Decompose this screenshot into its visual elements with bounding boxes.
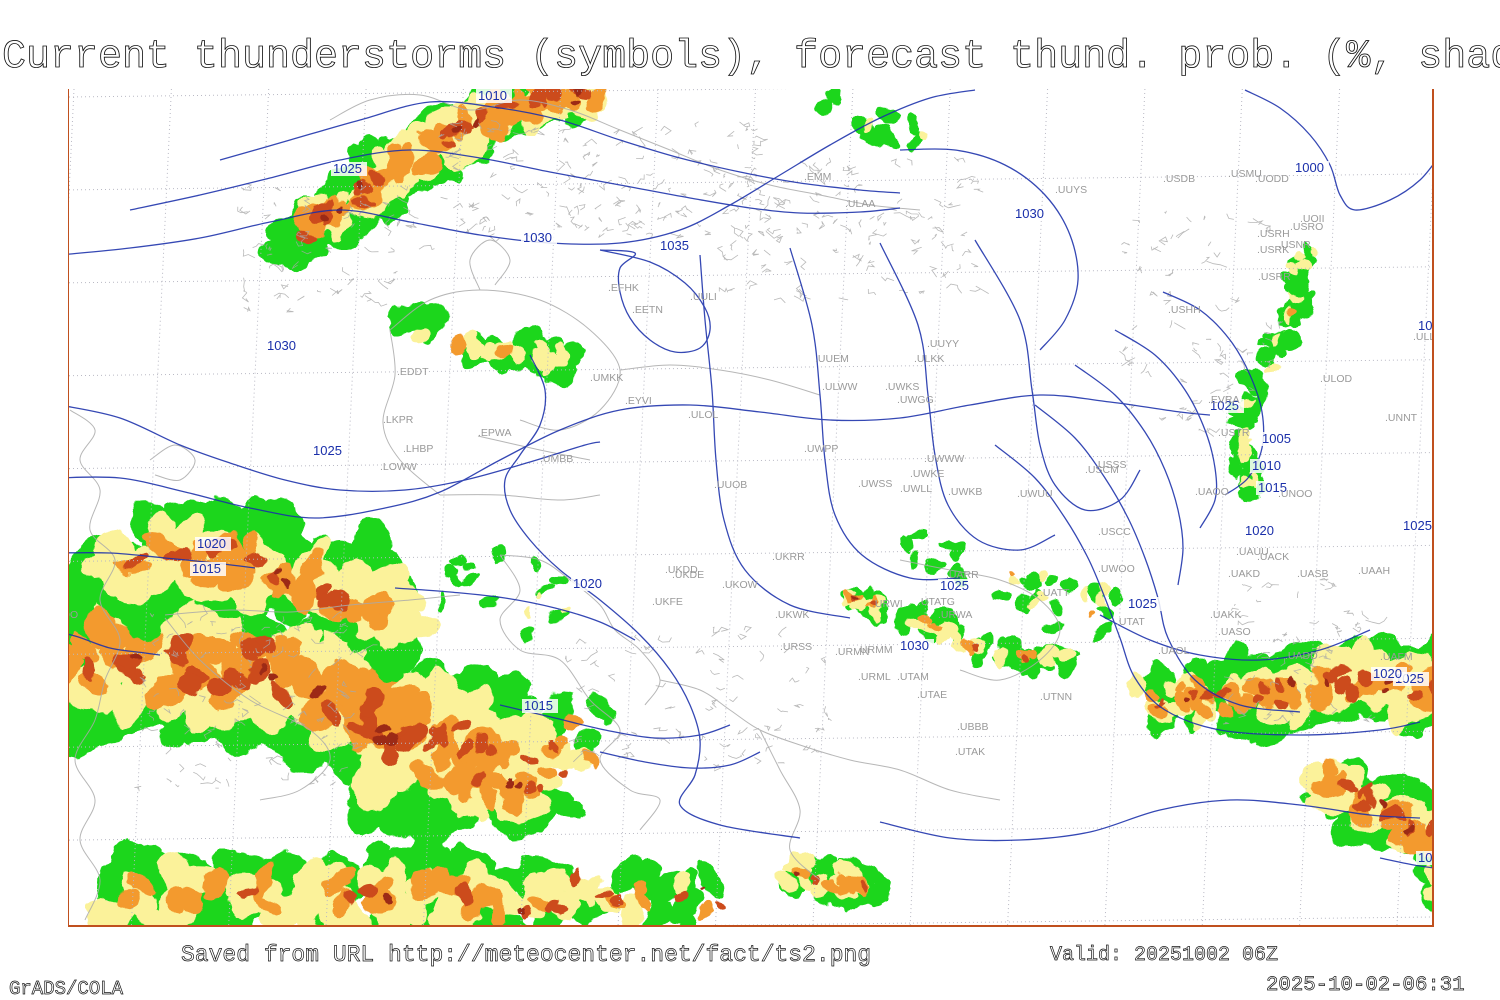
svg-text:.UWPP: .UWPP [804,443,838,455]
svg-text:.UWGG: .UWGG [897,394,934,406]
svg-text:.URMN: .URMN [835,646,869,658]
svg-text:1025: 1025 [333,161,362,176]
svg-text:.UWKB: .UWKB [948,486,982,498]
svg-text:.UWKS: .UWKS [885,381,919,393]
svg-text:1020: 1020 [573,576,602,591]
svg-text:.USCC: .USCC [1098,526,1131,538]
svg-text:1020: 1020 [1245,523,1274,538]
svg-text:.LOWW: .LOWW [380,461,417,473]
svg-text:.UARR: .UARR [946,569,979,581]
svg-text:.ULWW: .ULWW [822,381,857,393]
svg-text:.UTAK: .UTAK [955,746,985,758]
svg-text:.UWUU: .UWUU [1017,488,1053,500]
svg-text:1020: 1020 [197,536,226,551]
svg-text:.URML: .URML [858,671,891,683]
svg-text:1015: 1015 [1418,850,1432,865]
svg-text:.EMM: .EMM [804,171,831,183]
svg-text:.UWLL: .UWLL [900,483,932,495]
svg-text:1025: 1025 [1128,596,1157,611]
svg-text:1030: 1030 [1015,206,1044,221]
svg-text:.UTNN: .UTNN [1040,691,1072,703]
svg-text:.USCM: .USCM [1085,464,1119,476]
svg-text:.EVRA: .EVRA [1208,394,1240,406]
svg-text:.EFHK: .EFHK [608,282,639,294]
svg-text:.UULI: .UULI [690,291,717,303]
svg-text:.UASO: .UASO [1218,626,1251,638]
svg-text:.UAKK: .UAKK [1210,609,1242,621]
svg-text:.UUYY: .UUYY [927,338,959,350]
svg-text:.UADD: .UADD [1285,650,1318,662]
svg-text:.UAAH: .UAAH [1358,565,1390,577]
svg-text:.USHH: .USHH [1168,304,1201,316]
svg-text:.UKDD: .UKDD [665,564,698,576]
svg-text:.UMBB: .UMBB [540,453,573,465]
svg-text:.EETN: .EETN [632,304,663,316]
svg-text:.UNOO: .UNOO [1278,488,1312,500]
svg-text:.LKPR: .LKPR [383,414,414,426]
svg-text:.UWSS: .UWSS [858,478,892,490]
svg-text:.ULAA: .ULAA [845,198,875,210]
svg-text:.UATT: .UATT [1040,587,1070,599]
svg-text:.USNR: .USNR [1278,239,1311,251]
svg-text:.UODD: .UODD [1255,173,1289,185]
svg-text:.UAKD: .UAKD [1228,568,1261,580]
svg-text:1015: 1015 [524,698,553,713]
svg-text:.ULOD: .ULOD [1320,373,1353,385]
svg-text:.USRH: .USRH [1257,228,1290,240]
svg-text:1020: 1020 [1373,666,1402,681]
svg-text:.UKFE: .UKFE [652,596,683,608]
svg-text:1015: 1015 [192,561,221,576]
svg-text:.UBBB: .UBBB [957,721,989,733]
svg-text:.UAOL: .UAOL [1158,645,1190,657]
svg-text:1030: 1030 [267,338,296,353]
svg-text:.UUEM: .UUEM [815,353,849,365]
svg-text:.UWWW: .UWWW [924,453,964,465]
svg-text:1025: 1025 [1403,518,1432,533]
svg-text:.UWOO: .UWOO [1098,563,1135,575]
svg-text:.USRR: .USRR [1258,271,1291,283]
svg-text:.URSS: .URSS [780,641,812,653]
svg-text:.ULLI: .ULLI [1413,331,1432,343]
svg-text:.UTAE: .UTAE [917,689,947,701]
svg-text:.UTATG: .UTATG [918,596,955,608]
svg-text:.ULKK: .ULKK [914,353,944,365]
svg-text:.UTAM: .UTAM [897,671,929,683]
svg-text:.UUOB: .UUOB [714,479,747,491]
svg-text:.UKWK: .UKWK [775,609,809,621]
svg-text:1010: 1010 [1252,458,1281,473]
svg-text:.EDDT: .EDDT [397,366,429,378]
svg-text:.URWI: .URWI [872,598,903,610]
svg-text:.EYVI: .EYVI [625,395,652,407]
svg-text:.UWKE: .UWKE [910,468,944,480]
svg-text:1010: 1010 [478,89,507,103]
svg-text:1005: 1005 [1262,431,1291,446]
svg-text:.UNNT: .UNNT [1385,412,1418,424]
svg-text:1030: 1030 [900,638,929,653]
svg-text:1000: 1000 [1295,160,1324,175]
svg-text:1035: 1035 [660,238,689,253]
svg-text:.UASB: .UASB [1297,568,1329,580]
svg-text:.UKOW: .UKOW [722,579,758,591]
svg-text:.UTAT: .UTAT [1116,616,1145,628]
svg-text:.ULOL: .ULOL [688,409,719,421]
svg-text:.USDB: .USDB [1163,173,1195,185]
svg-text:.UACK: .UACK [1257,551,1289,563]
svg-text:.UKRR: .UKRR [772,551,805,563]
svg-text:.UUYS: .UUYS [1055,184,1087,196]
svg-text:1030: 1030 [523,230,552,245]
svg-text:.UOII: .UOII [1300,213,1325,225]
svg-text:.UAOO: .UAOO [1195,486,1229,498]
svg-text:.USTR: .USTR [1218,427,1250,439]
svg-text:.UAFM: .UAFM [1380,651,1413,663]
svg-text:.UMKK: .UMKK [590,372,623,384]
svg-text:1025: 1025 [313,443,342,458]
svg-text:.LHBP: .LHBP [403,443,433,455]
svg-text:.URWA: .URWA [938,609,972,621]
svg-text:.EPWA: .EPWA [478,427,511,439]
svg-text:.UWDO: .UWDO [69,609,78,621]
